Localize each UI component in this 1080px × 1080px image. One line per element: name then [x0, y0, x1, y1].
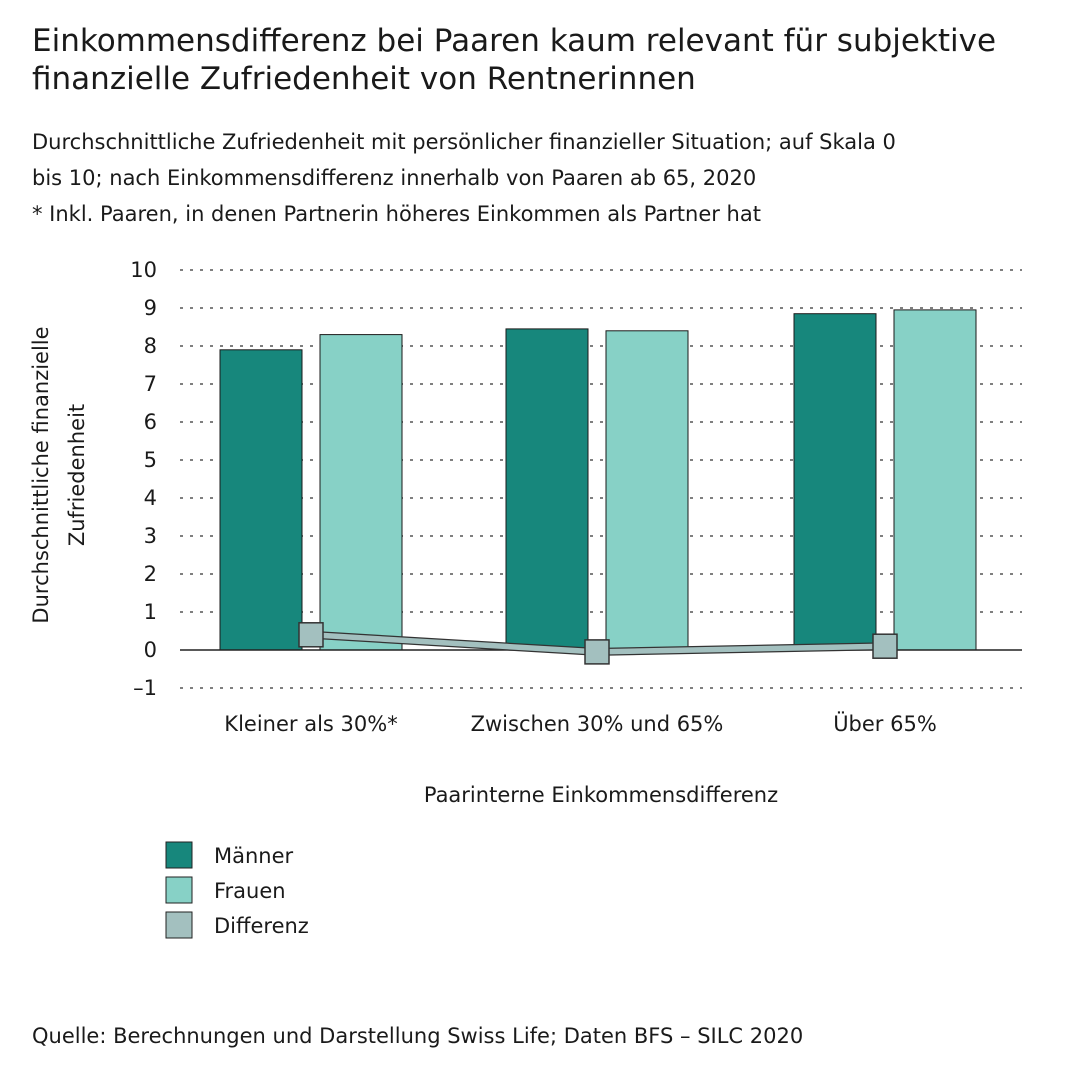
x-tick-labels: Kleiner als 30%* Zwischen 30% und 65% Über… [224, 711, 937, 736]
y-tick-label: 5 [144, 448, 157, 472]
bar-frauen-1 [319, 334, 403, 651]
legend-label-frauen: Frauen [214, 879, 286, 903]
x-tick-label: Kleiner als 30%* [224, 712, 397, 736]
y-axis-label-line-2: Zufriedenheit [65, 404, 89, 546]
bar-chart: –1 0 1 2 3 4 5 6 7 8 9 10 Kleiner als 30%* Zwischen … [29, 258, 1022, 939]
y-tick-label: 4 [144, 486, 157, 510]
x-tick-label: Über 65% [833, 711, 937, 736]
y-tick-label: 3 [144, 524, 157, 548]
differenz-point-1 [298, 622, 324, 648]
chart-subtitle: Durchschnittliche Zufriedenheit mit pers… [32, 124, 1052, 232]
differenz-line [298, 622, 898, 665]
legend-label-männer: Männer [214, 844, 294, 868]
bar-frauen-2 [605, 330, 689, 651]
y-tick-label: 1 [144, 600, 157, 624]
y-tick-label: 2 [144, 562, 157, 586]
legend-swatch-frauen [165, 876, 193, 904]
bar-männer-1 [219, 349, 303, 651]
x-axis-label: Paarinterne Einkommensdifferenz [424, 783, 778, 807]
bar-männer-2 [505, 328, 589, 651]
y-axis-label-line-1: Durchschnittliche finanzielle [29, 326, 53, 623]
legend-swatch-männer [165, 841, 193, 869]
differenz-point-2 [584, 639, 610, 665]
subtitle-line-2: bis 10; nach Einkommensdifferenz innerha… [32, 166, 757, 190]
legend-swatch-differenz [165, 911, 193, 939]
y-tick-labels: –1 0 1 2 3 4 5 6 7 8 9 10 [130, 258, 157, 700]
bar-männer-3 [793, 313, 877, 651]
bars [219, 309, 977, 651]
source-note: Quelle: Berechnungen und Darstellung Swi… [32, 1024, 804, 1048]
y-tick-label: 10 [130, 258, 157, 282]
subtitle-line-3: * Inkl. Paaren, in denen Partnerin höher… [32, 202, 761, 226]
differenz-point-3 [872, 633, 898, 659]
y-tick-label: 7 [144, 372, 157, 396]
y-tick-label: 9 [144, 296, 157, 320]
x-tick-label: Zwischen 30% und 65% [471, 712, 724, 736]
y-tick-label: 6 [144, 410, 157, 434]
subtitle-line-1: Durchschnittliche Zufriedenheit mit pers… [32, 130, 896, 154]
bar-frauen-3 [893, 309, 977, 651]
legend: Männer Frauen Differenz [165, 841, 309, 939]
y-tick-label: 0 [144, 638, 157, 662]
y-tick-label: 8 [144, 334, 157, 358]
y-tick-label: –1 [133, 676, 157, 700]
legend-label-differenz: Differenz [214, 914, 309, 938]
chart-title: Einkommensdifferenz bei Paaren kaum rele… [32, 23, 997, 97]
